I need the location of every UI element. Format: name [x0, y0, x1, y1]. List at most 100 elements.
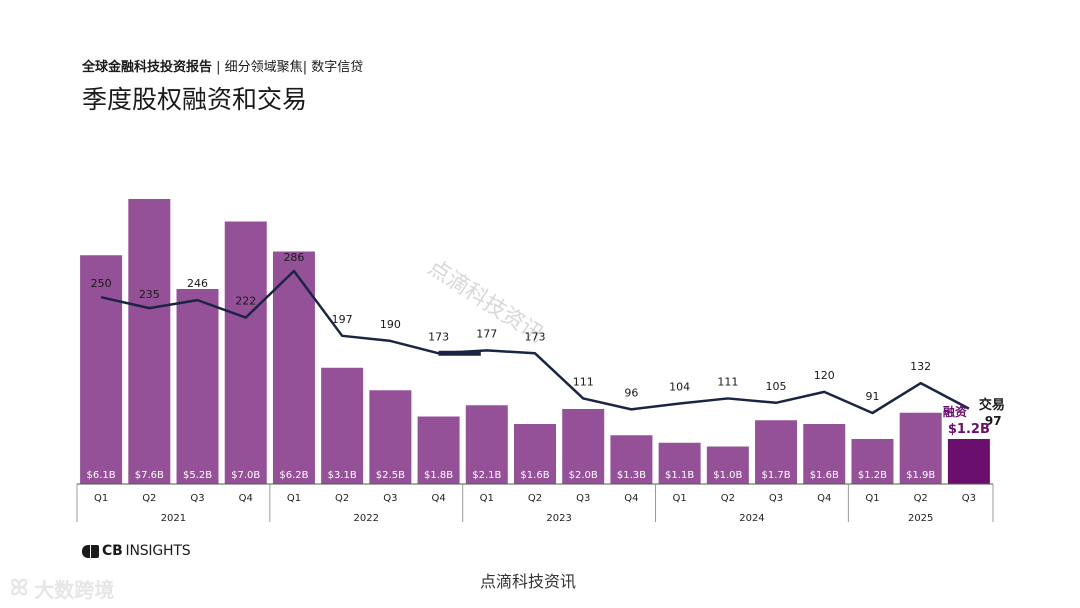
bar-value-label-12: $1.1B [665, 470, 694, 481]
bar-0 [80, 255, 123, 484]
deals-value-label-6: 190 [380, 318, 401, 331]
deals-value-label-12: 104 [669, 381, 690, 394]
deals-value-label-16: 91 [865, 390, 879, 403]
x-tick-label-18: Q3 [962, 493, 976, 504]
x-tick-label-7: Q4 [431, 493, 445, 504]
x-tick-label-16: Q1 [865, 493, 879, 504]
bar-18 [947, 439, 990, 484]
x-tick-label-5: Q2 [335, 493, 349, 504]
bar-14 [755, 420, 798, 484]
corner-logo-icon: ꕤ [10, 576, 29, 601]
subtitle-separator: | [302, 60, 312, 75]
bar-value-label-11: $1.3B [617, 470, 646, 481]
bar-value-label-7: $1.8B [424, 470, 453, 481]
year-label-2021: 2021 [161, 513, 186, 524]
subtitle-separator: | [212, 60, 225, 75]
year-label-2022: 2022 [354, 513, 379, 524]
x-tick-label-14: Q3 [769, 493, 783, 504]
bar-1 [128, 199, 171, 484]
x-tick-label-4: Q1 [287, 493, 301, 504]
subtitle-sector: 数字信贷 [311, 60, 364, 75]
bar-2 [176, 289, 219, 484]
deals-value-label-14: 105 [766, 380, 787, 393]
x-tick-label-10: Q3 [576, 493, 590, 504]
corner-logo: ꕤ 大数跨境 [10, 574, 114, 603]
corner-logo-text: 大数跨境 [34, 578, 115, 602]
bar-value-label-9: $1.6B [520, 470, 549, 481]
x-tick-label-6: Q3 [383, 493, 397, 504]
x-tick-label-13: Q2 [721, 493, 735, 504]
bar-value-label-3: $7.0B [231, 470, 260, 481]
line-layer [100, 269, 970, 415]
bar-value-label-8: $2.1B [472, 470, 501, 481]
deals-value-label-9: 173 [525, 330, 546, 343]
deals-value-label-11: 96 [624, 386, 638, 399]
bar-12 [658, 442, 701, 484]
bar-3 [224, 221, 267, 484]
deals-value-label-0: 250 [91, 277, 112, 290]
source-caption: 点滴科技资讯 [480, 572, 577, 591]
bar-value-label-1: $7.6B [135, 470, 164, 481]
x-tick-label-9: Q2 [528, 493, 542, 504]
deals-value-label-13: 111 [717, 375, 738, 388]
bar-value-label-16: $1.2B [858, 470, 887, 481]
brand-insights: INSIGHTS [125, 543, 191, 559]
deals-value-label-8: 177 [476, 327, 497, 340]
bar-5 [321, 367, 364, 484]
subtitle-segment: 细分领域聚焦 [224, 60, 303, 75]
x-tick-label-12: Q1 [673, 493, 687, 504]
legend-deals-label: 交易 [979, 397, 1005, 413]
legend-funding-value: $1.2B [948, 422, 990, 437]
brand-cb: CB [102, 543, 123, 559]
deals-value-label-3: 222 [235, 295, 256, 308]
bar-value-label-6: $2.5B [376, 470, 405, 481]
deals-value-label-4: 286 [283, 251, 304, 264]
x-axis: Q1 Q2 Q3 Q4 Q1 Q2 Q3 Q4 Q1 Q2 Q3 Q4 Q1 Q2 Q3 Q4 Q1 Q2 Q3 20… [76, 483, 994, 524]
page-title: 季度股权融资和交易 [82, 85, 308, 114]
cbinsights-logo: CB INSIGHTS [82, 543, 191, 559]
bar-7 [417, 416, 460, 484]
bar-labels-layer: $6.1B $7.6B $5.2B $7.0B $6.2B $3.1B $2.5B $1.8B… [87, 470, 936, 481]
deals-value-label-2: 246 [187, 277, 208, 290]
x-tick-label-11: Q4 [624, 493, 638, 504]
x-tick-label-2: Q3 [190, 493, 204, 504]
bar-11 [610, 435, 653, 484]
bar-value-label-13: $1.0B [713, 470, 742, 481]
x-tick-label-17: Q2 [914, 493, 928, 504]
bar-10 [562, 409, 605, 484]
x-tick-label-15: Q4 [817, 493, 831, 504]
deals-value-label-17: 132 [910, 360, 931, 373]
bar-value-label-17: $1.9B [906, 470, 935, 481]
report-subtitle: 全球金融科技投资报告 | 细分领域聚焦| 数字信贷 [82, 56, 363, 75]
deals-value-label-15: 120 [814, 369, 835, 382]
legend-funding-label: 融资 [943, 404, 967, 419]
line-labels-layer: 250 235 246 222 286 197 190 173 177 173 111 96 104 11… [91, 251, 932, 403]
bar-value-label-14: $1.7B [761, 470, 790, 481]
year-label-2024: 2024 [739, 513, 764, 524]
report-name: 全球金融科技投资报告 [82, 60, 213, 75]
bar-9 [514, 424, 556, 484]
bar-17 [899, 412, 942, 484]
x-tick-label-1: Q2 [142, 493, 156, 504]
bar-value-label-4: $6.2B [279, 470, 308, 481]
bar-8 [465, 405, 508, 484]
bar-value-label-5: $3.1B [328, 470, 357, 481]
bar-value-label-10: $2.0B [569, 470, 598, 481]
deals-line [100, 269, 970, 415]
bar-6 [369, 390, 412, 484]
year-label-2023: 2023 [546, 513, 571, 524]
deals-value-label-10: 111 [573, 375, 594, 388]
x-tick-label-8: Q1 [480, 493, 494, 504]
year-label-2025: 2025 [908, 513, 933, 524]
cb-logo-icon [82, 544, 99, 558]
legend-deals-value: 97 [985, 414, 1002, 428]
deals-value-label-1: 235 [139, 288, 160, 301]
bar-value-label-0: $6.1B [87, 470, 116, 481]
x-tick-label-3: Q4 [239, 493, 253, 504]
deals-value-label-7: 173 [428, 330, 449, 343]
bar-16 [851, 439, 894, 484]
bar-15 [803, 424, 846, 484]
deals-value-label-5: 197 [332, 313, 353, 326]
